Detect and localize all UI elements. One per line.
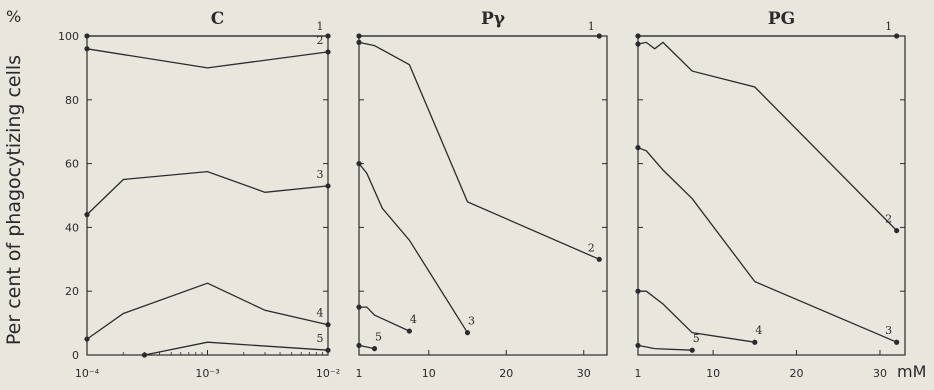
x-tick-label: 20	[499, 367, 513, 380]
series-line	[358, 163, 469, 334]
x-tick-label: 10	[422, 367, 436, 380]
x-tick-label: 30	[577, 367, 591, 380]
data-point	[325, 347, 331, 353]
series-label: 2	[885, 213, 892, 226]
x-tick-label: 10⁻²	[316, 367, 340, 380]
data-point	[356, 33, 362, 39]
chart-panel: 10⁻⁴ 10⁻³ 10⁻² C 12 3 4 5	[75, 9, 340, 380]
data-point	[325, 322, 331, 328]
data-point	[356, 342, 362, 349]
y-tick-label: 100	[58, 30, 79, 43]
series-line	[638, 290, 755, 343]
series-label: 3	[468, 315, 475, 328]
series-line	[144, 341, 329, 356]
series-line	[359, 306, 410, 332]
data-point	[325, 183, 331, 189]
series-label: 5	[693, 332, 700, 345]
data-point	[371, 346, 378, 352]
data-point	[356, 161, 362, 167]
chart-panel: 1 10 20 30 PG 1 2 3 4 5	[635, 9, 906, 380]
x-tick-label: 20	[790, 367, 804, 380]
data-point	[464, 330, 471, 336]
data-point	[635, 342, 641, 349]
series-label: 3	[885, 324, 892, 337]
panel-frame	[358, 35, 608, 356]
data-point	[635, 288, 641, 294]
data-point	[356, 304, 362, 310]
y-tick-label: 80	[65, 94, 79, 107]
data-point	[84, 46, 90, 52]
panel-title: Pγ	[481, 9, 506, 29]
series-label: 5	[375, 331, 382, 344]
data-point	[894, 33, 900, 39]
y-tick-label: 60	[65, 158, 79, 171]
series-line	[637, 41, 898, 232]
y-tick-labels: 0 20 40 60 80 100	[58, 30, 79, 362]
series-label: 1	[317, 20, 324, 33]
series-line	[86, 170, 329, 216]
series-label: 4	[410, 313, 417, 326]
panel-frame	[86, 35, 329, 356]
data-point	[635, 41, 641, 47]
data-point	[141, 352, 148, 358]
series-line	[637, 147, 897, 343]
data-point	[596, 33, 602, 39]
series-label: 2	[317, 34, 324, 47]
y-unit-label: %	[6, 7, 21, 26]
data-point	[84, 212, 90, 218]
series-label: 3	[317, 168, 324, 181]
data-point	[752, 339, 758, 345]
series-line	[86, 48, 329, 69]
x-tick-label: 30	[873, 367, 887, 380]
series-label: 4	[317, 307, 324, 320]
panel-title: C	[211, 9, 225, 29]
chart-panel: 1 10 20 30 Pγ 1 2 3 4 5	[356, 9, 608, 380]
y-tick-label: 0	[72, 349, 79, 362]
data-point	[325, 49, 331, 55]
panel-title: PG	[768, 9, 795, 29]
data-point	[84, 33, 90, 39]
data-point	[84, 336, 90, 342]
data-point	[894, 227, 900, 234]
data-point	[325, 33, 331, 39]
series-label: 2	[588, 241, 595, 254]
series-label: 4	[755, 324, 762, 337]
y-tick-label: 40	[65, 221, 79, 234]
series-line	[358, 41, 600, 260]
x-tick-label: 10⁻⁴	[75, 367, 100, 380]
y-axis-label: Per cent of phagocytizing cells	[3, 55, 25, 345]
data-point	[406, 328, 412, 334]
series-label: 1	[588, 20, 595, 33]
series-line	[86, 282, 329, 340]
series-label: 1	[885, 20, 892, 33]
x-tick-label: 10	[706, 367, 720, 380]
series-line	[358, 344, 375, 350]
data-point	[894, 339, 900, 345]
x-tick-label: 1	[635, 367, 642, 380]
data-point	[689, 347, 695, 353]
data-point	[356, 39, 362, 45]
x-tick-label: 1	[356, 367, 363, 380]
x-tick-label: 10⁻³	[195, 367, 219, 380]
x-unit-label: mM	[897, 362, 926, 381]
data-point	[596, 256, 602, 262]
panel-frame	[637, 35, 906, 356]
data-point	[635, 145, 641, 151]
y-tick-label: 20	[65, 285, 79, 298]
data-point	[635, 33, 641, 39]
series-line	[637, 344, 693, 351]
series-label: 5	[317, 332, 324, 345]
